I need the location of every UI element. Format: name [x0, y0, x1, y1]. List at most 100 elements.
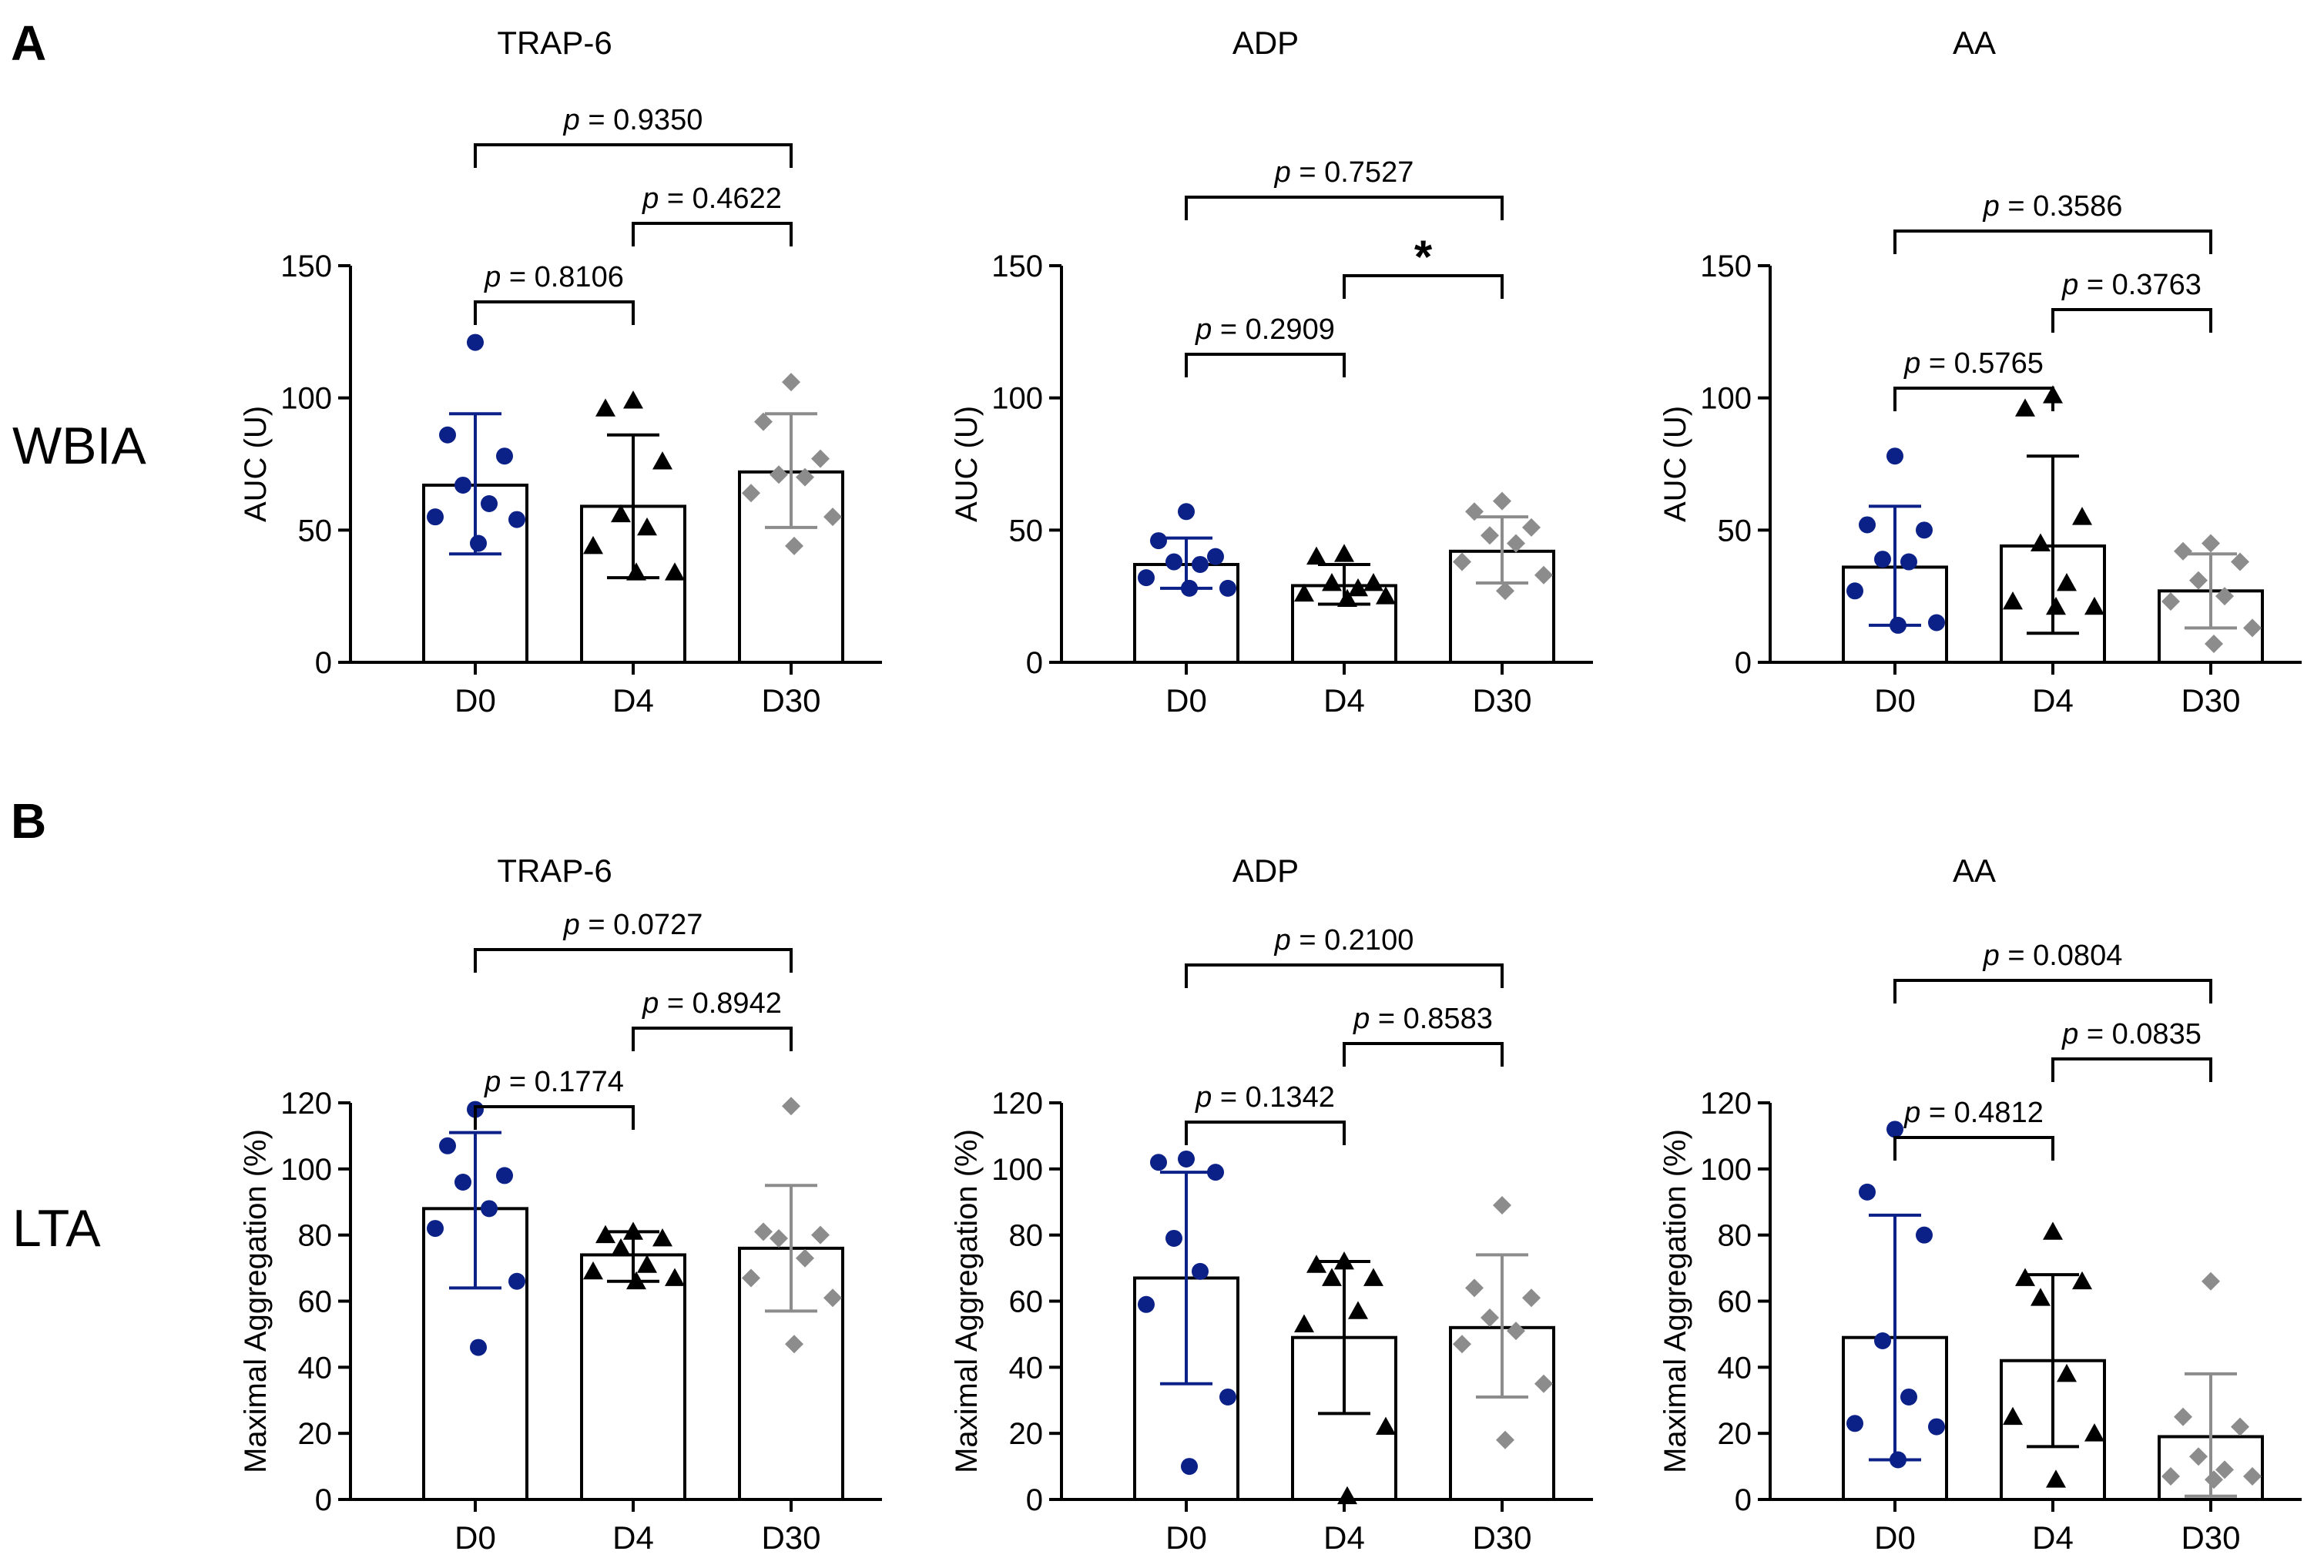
- x-tick-label-d30: D30: [1472, 682, 1531, 719]
- y-tick-label: 150: [991, 250, 1043, 283]
- p-value-text: = 0.4812: [1920, 1097, 2044, 1129]
- data-point-d4: [595, 1225, 615, 1244]
- y-axis-label: AUC (U): [1658, 406, 1692, 522]
- data-point-d30: [2174, 1407, 2192, 1426]
- data-point-d30: [742, 484, 760, 503]
- data-point-d4: [623, 390, 643, 409]
- chart-a-adp: ADP AUC (U) 0 50 100 150 D0 D4 D30 p = 0.2909 * p =…: [950, 25, 1593, 719]
- data-point-d30: [796, 1248, 814, 1268]
- data-point-d4: [1337, 1486, 1357, 1505]
- data-point-d4: [611, 504, 631, 523]
- data-point-d4: [1363, 1268, 1383, 1286]
- y-tick-label: 100: [1700, 1153, 1752, 1187]
- p-value-text: = 0.7527: [1291, 156, 1414, 189]
- y-tick-label: 100: [991, 382, 1043, 416]
- chart-title: AA: [1953, 25, 1996, 61]
- p-value-text: = 0.3763: [2078, 269, 2202, 301]
- x-tick-label-d30: D30: [761, 1519, 820, 1556]
- y-tick-label: 40: [298, 1351, 333, 1385]
- x-tick-label-d30: D30: [2181, 682, 2240, 719]
- comparison-bracket: [1185, 1121, 1346, 1145]
- y-tick-label: 50: [1718, 514, 1752, 548]
- data-point-d0: [1846, 1415, 1863, 1432]
- row-label-lta: LTA: [12, 1199, 101, 1258]
- data-point-d30: [2202, 1271, 2220, 1291]
- p-value-text: = 0.4622: [659, 183, 782, 215]
- data-point-d30: [2189, 1447, 2208, 1466]
- p-value-label: p = 0.2100: [1274, 924, 1414, 957]
- bar-d4: [580, 1253, 686, 1501]
- comparison-bracket: [1893, 979, 2212, 1003]
- y-tick-label: 120: [1700, 1087, 1752, 1121]
- comparison-bracket: [2051, 308, 2212, 333]
- data-point-d4: [1334, 544, 1354, 562]
- data-point-d0: [1916, 521, 1933, 539]
- data-point-d0: [470, 534, 487, 552]
- y-tick-label: 0: [1026, 1483, 1043, 1517]
- chart-title: ADP: [1232, 25, 1299, 61]
- data-point-d0: [1874, 1332, 1891, 1349]
- data-point-d30: [770, 1228, 788, 1248]
- data-point-d0: [1178, 1150, 1195, 1168]
- p-value-label: p = 0.0727: [563, 909, 703, 941]
- data-point-d0: [467, 333, 484, 351]
- p-symbol: p: [563, 909, 580, 941]
- y-axis-label: AUC (U): [239, 406, 273, 522]
- comparison-bracket: [1343, 274, 1504, 299]
- p-value-text: = 0.9350: [580, 104, 703, 136]
- p-value-label: p = 0.0804: [1983, 940, 2123, 972]
- y-tick-label: 150: [1700, 250, 1752, 283]
- p-value-text: = 0.2909: [1212, 313, 1335, 346]
- data-point-d30: [1522, 1288, 1541, 1308]
- data-point-d4: [2043, 1221, 2063, 1240]
- data-point-d30: [1507, 1322, 1525, 1341]
- data-point-d4: [2084, 1423, 2104, 1442]
- chart-b-trap-6: TRAP-6 Maximal Aggregation (%) 0 20 40 60 80 10…: [239, 853, 882, 1556]
- data-point-d0: [1846, 582, 1863, 600]
- data-point-d0: [427, 1220, 444, 1238]
- p-value-label: p = 0.8106: [484, 261, 624, 293]
- data-point-d0: [481, 1200, 498, 1218]
- data-point-d30: [1496, 1430, 1514, 1449]
- x-tick-label-d4: D4: [2032, 1519, 2074, 1556]
- comparison-bracket: [474, 300, 635, 325]
- data-point-d4: [1306, 1255, 1326, 1273]
- p-value-text: = 0.3586: [2000, 190, 2123, 223]
- y-tick-label: 0: [1735, 646, 1752, 680]
- data-point-d4: [1348, 1301, 1368, 1319]
- y-tick-label: 60: [298, 1285, 333, 1319]
- p-value-text: = 0.0835: [2078, 1018, 2202, 1050]
- x-tick-label-d0: D0: [454, 682, 496, 719]
- data-point-d0: [1886, 447, 1903, 465]
- chart-b-adp: ADP Maximal Aggregation (%) 0 20 40 60 80 100 12…: [950, 853, 1593, 1556]
- data-point-d4: [2046, 596, 2066, 615]
- x-tick-label-d30: D30: [2181, 1519, 2240, 1556]
- chart-title: TRAP-6: [497, 25, 612, 61]
- data-point-d4: [1322, 573, 1342, 591]
- data-point-d30: [1481, 1308, 1499, 1327]
- p-symbol: p: [1353, 1003, 1370, 1035]
- data-point-d30: [2215, 1460, 2234, 1479]
- p-value-text: = 0.1342: [1212, 1081, 1335, 1114]
- data-point-d4: [637, 1255, 657, 1273]
- comparison-bracket: [1893, 1136, 2054, 1161]
- data-point-d30: [2161, 592, 2180, 611]
- chart-title: AA: [1953, 853, 1996, 889]
- y-axis-label: AUC (U): [950, 406, 984, 522]
- p-symbol: p: [1983, 940, 2000, 972]
- y-tick-label: 80: [1009, 1219, 1044, 1253]
- data-point-d0: [1165, 553, 1182, 571]
- p-symbol: p: [1195, 1081, 1212, 1114]
- data-point-d30: [782, 373, 800, 392]
- data-point-d0: [1219, 1388, 1236, 1406]
- data-point-d30: [2161, 1466, 2180, 1486]
- data-point-d0: [454, 1174, 471, 1191]
- p-value-label: p = 0.0835: [2061, 1018, 2202, 1050]
- data-point-d0: [1150, 1154, 1167, 1171]
- x-tick-label-d30: D30: [1472, 1519, 1531, 1556]
- data-point-d0: [454, 476, 471, 494]
- y-tick-label: 100: [280, 382, 332, 416]
- p-value-text: = 0.1774: [501, 1066, 624, 1098]
- p-symbol: p: [642, 183, 659, 215]
